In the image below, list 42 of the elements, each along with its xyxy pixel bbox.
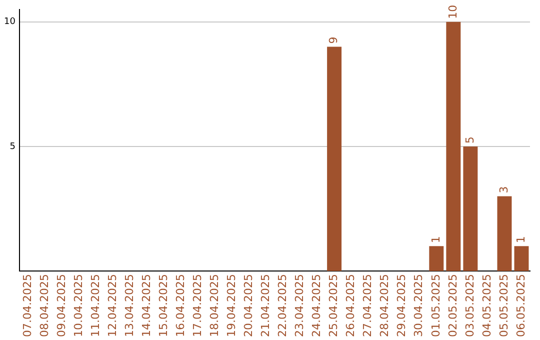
bar bbox=[429, 246, 444, 272]
x-tick-label: 28.04.2025 bbox=[378, 274, 392, 338]
x-tick-label: 07.04.2025 bbox=[20, 274, 34, 338]
data-label: 1 bbox=[429, 236, 442, 244]
x-tick-label: 18.04.2025 bbox=[208, 274, 222, 338]
x-tick-label: 08.04.2025 bbox=[38, 274, 51, 338]
x-tick-label: 19.04.2025 bbox=[225, 274, 238, 338]
x-tick-label: 05.05.2025 bbox=[497, 274, 510, 338]
x-tick-label: 21.04.2025 bbox=[259, 274, 272, 338]
data-label: 3 bbox=[497, 186, 510, 194]
x-tick-label: 02.05.2025 bbox=[446, 274, 460, 338]
x-tick-label: 11.04.2025 bbox=[88, 274, 102, 338]
bar bbox=[446, 22, 461, 272]
data-label: 5 bbox=[463, 136, 476, 144]
x-tick-label: 03.05.2025 bbox=[463, 274, 476, 338]
x-tick-label: 01.05.2025 bbox=[429, 274, 442, 338]
x-tick-label: 22.04.2025 bbox=[276, 274, 290, 338]
bar bbox=[327, 46, 342, 272]
x-tick-label: 14.04.2025 bbox=[140, 274, 153, 338]
x-tick-label: 16.04.2025 bbox=[174, 274, 187, 338]
x-tick-label: 26.04.2025 bbox=[344, 274, 358, 338]
x-tick-label: 10.04.2025 bbox=[72, 274, 85, 338]
data-label: 10 bbox=[446, 4, 460, 19]
x-tick-label: 04.05.2025 bbox=[480, 274, 494, 338]
x-tick-label: 24.04.2025 bbox=[310, 274, 324, 338]
x-tick-label: 17.04.2025 bbox=[191, 274, 204, 338]
data-label: 1 bbox=[514, 236, 528, 244]
x-tick-label: 23.04.2025 bbox=[293, 274, 306, 338]
bar bbox=[463, 146, 478, 272]
x-tick-label: 20.04.2025 bbox=[242, 274, 256, 338]
x-tick-label: 13.04.2025 bbox=[122, 274, 136, 338]
x-tick-label: 06.05.2025 bbox=[514, 274, 528, 338]
x-tick-label: 15.04.2025 bbox=[156, 274, 170, 338]
data-label: 9 bbox=[327, 36, 340, 44]
x-tick-label: 29.04.2025 bbox=[395, 274, 408, 338]
x-tick-label: 12.04.2025 bbox=[106, 274, 119, 338]
x-tick-label: 30.04.2025 bbox=[412, 274, 426, 338]
x-tick-label: 09.04.2025 bbox=[54, 274, 68, 338]
bar bbox=[514, 246, 529, 272]
x-tick-label: 27.04.2025 bbox=[361, 274, 374, 338]
bar bbox=[497, 196, 512, 272]
x-tick-label: 25.04.2025 bbox=[327, 274, 340, 338]
